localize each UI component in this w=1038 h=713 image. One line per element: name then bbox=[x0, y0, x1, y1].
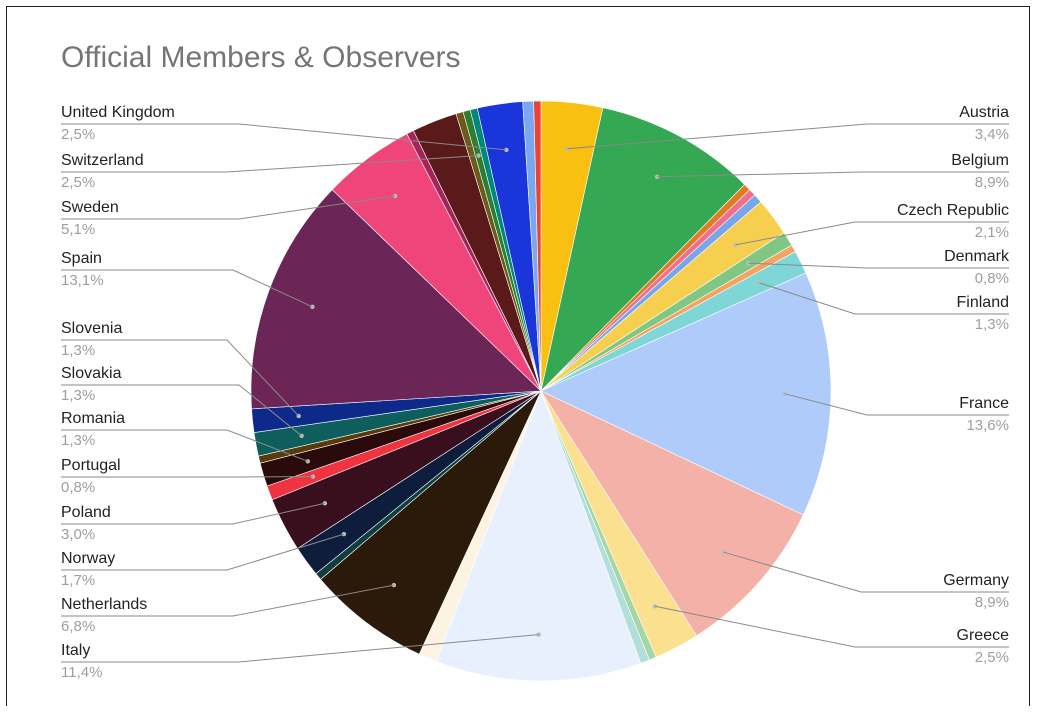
leader-line-austria bbox=[567, 123, 1009, 150]
slice-percent-france: 13,6% bbox=[966, 417, 1009, 434]
leader-line-norway bbox=[61, 533, 345, 571]
slice-percent-romania: 1,3% bbox=[61, 432, 95, 449]
slice-percent-belgium: 8,9% bbox=[975, 174, 1009, 191]
slice-percent-netherlands: 6,8% bbox=[61, 618, 95, 635]
pie-slice-germany bbox=[540, 390, 804, 637]
leader-line-slovakia bbox=[61, 384, 302, 437]
leader-line-netherlands bbox=[61, 584, 394, 617]
pie-slice-france bbox=[540, 272, 832, 516]
slice-percent-poland: 3,0% bbox=[61, 526, 95, 543]
pie-slice-spain bbox=[250, 189, 542, 410]
slice-percent-italy: 11,4% bbox=[61, 664, 102, 681]
leader-line-belgium bbox=[657, 171, 1009, 178]
slice-label-finland: Finland bbox=[957, 294, 1009, 311]
leader-line-czech-republic bbox=[735, 221, 1009, 246]
slice-percent-germany: 8,9% bbox=[975, 594, 1009, 611]
slice-percent-slovenia: 1,3% bbox=[61, 342, 95, 359]
leader-line-france bbox=[784, 393, 1009, 416]
slice-percent-united-kingdom: 2,5% bbox=[61, 126, 95, 143]
slice-label-belgium: Belgium bbox=[951, 152, 1009, 169]
slice-label-spain: Spain bbox=[61, 250, 102, 267]
slice-label-czech-republic: Czech Republic bbox=[897, 202, 1009, 219]
pie-chart: Official Members & Observers Austria 3,4%… bbox=[61, 41, 1010, 682]
slice-label-poland: Poland bbox=[61, 504, 111, 521]
slice-label-slovenia: Slovenia bbox=[61, 320, 122, 337]
slice-percent-greece: 2,5% bbox=[975, 649, 1009, 666]
slice-label-italy: Italy bbox=[61, 642, 90, 659]
leader-line-greece bbox=[654, 605, 1009, 648]
slice-percent-czech-republic: 2,1% bbox=[975, 224, 1009, 241]
slice-label-netherlands: Netherlands bbox=[61, 596, 147, 613]
leader-line-sweden bbox=[61, 195, 396, 220]
pie-slice-belgium bbox=[540, 107, 746, 392]
slice-label-portugal: Portugal bbox=[61, 457, 121, 474]
leader-line-finland bbox=[759, 282, 1009, 315]
slice-percent-slovakia: 1,3% bbox=[61, 387, 95, 404]
slice-label-norway: Norway bbox=[61, 550, 115, 567]
slice-label-france: France bbox=[959, 395, 1009, 412]
slice-label-greece: Greece bbox=[957, 627, 1010, 644]
slice-label-united-kingdom: United Kingdom bbox=[61, 104, 175, 121]
leader-line-italy bbox=[61, 634, 539, 663]
leader-line-romania bbox=[61, 429, 308, 462]
pie-slice-italy bbox=[435, 390, 642, 682]
slice-percent-spain: 13,1% bbox=[61, 272, 104, 289]
slice-label-switzerland: Switzerland bbox=[61, 152, 144, 169]
leader-line-denmark bbox=[748, 262, 1009, 269]
slice-percent-switzerland: 2,5% bbox=[61, 174, 95, 191]
leader-dot-denmark bbox=[746, 261, 751, 266]
slice-label-germany: Germany bbox=[943, 572, 1009, 589]
slice-label-romania: Romania bbox=[61, 410, 125, 427]
leader-line-united-kingdom bbox=[61, 123, 507, 151]
slice-label-austria: Austria bbox=[959, 104, 1009, 121]
slice-label-slovakia: Slovakia bbox=[61, 365, 122, 382]
leader-line-spain bbox=[61, 269, 313, 308]
leader-line-switzerland bbox=[61, 155, 479, 173]
slice-percent-denmark: 0,8% bbox=[975, 270, 1009, 287]
slice-percent-sweden: 5,1% bbox=[61, 221, 95, 238]
chart-frame: Official Members & Observers Austria 3,4%… bbox=[6, 6, 1030, 706]
pie-slice-34 bbox=[533, 100, 542, 392]
slice-label-sweden: Sweden bbox=[61, 199, 119, 216]
slice-percent-austria: 3,4% bbox=[975, 126, 1009, 143]
slice-percent-finland: 1,3% bbox=[975, 316, 1009, 333]
leader-line-poland bbox=[61, 502, 326, 525]
chart-title: Official Members & Observers bbox=[61, 41, 461, 74]
slice-percent-norway: 1,7% bbox=[61, 572, 95, 589]
leader-line-slovenia bbox=[61, 339, 300, 417]
slice-label-denmark: Denmark bbox=[944, 248, 1010, 265]
leader-line-germany bbox=[723, 551, 1009, 593]
slice-percent-portugal: 0,8% bbox=[61, 479, 95, 496]
